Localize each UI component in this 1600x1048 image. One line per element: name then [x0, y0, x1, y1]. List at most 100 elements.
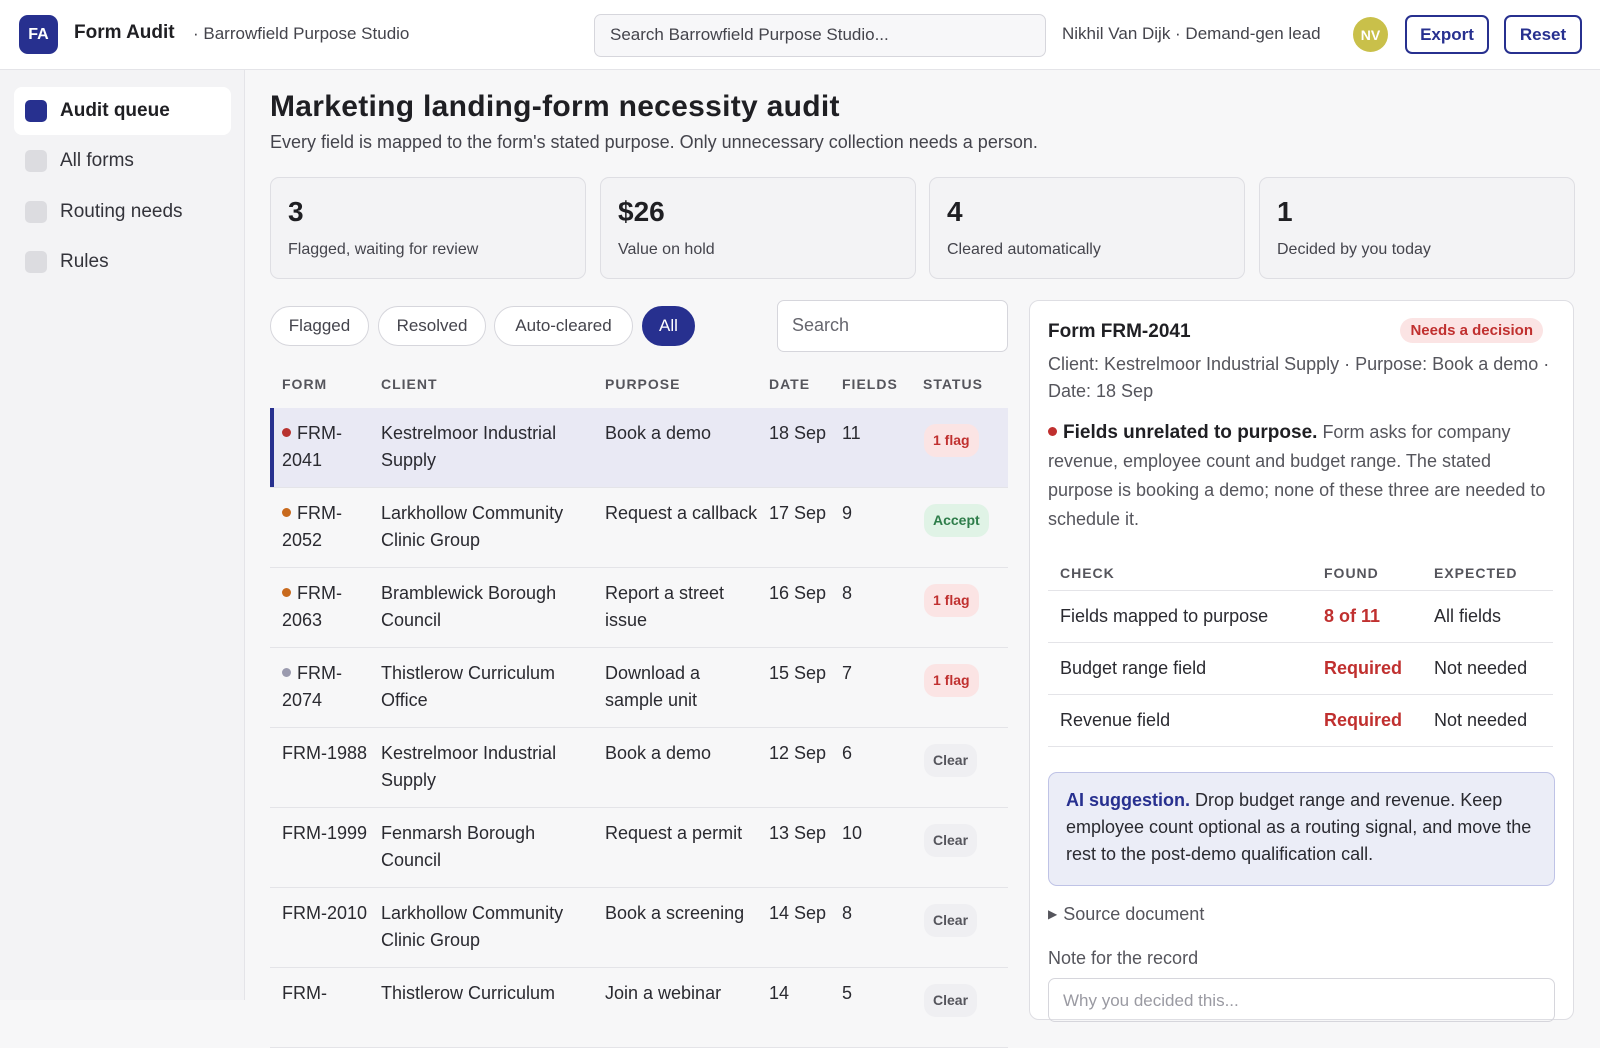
column-header: EXPECTED: [1434, 565, 1518, 581]
table-row[interactable]: FRM-2074 Thistlerow Curriculum Office Down…: [270, 648, 1008, 728]
table-row[interactable]: FRM-2010 Larkhollow Community Clinic Grou…: [270, 888, 1008, 968]
note-input[interactable]: Why you decided this...: [1048, 978, 1555, 1022]
form-id: FRM-2063: [282, 583, 342, 630]
sidebar-item-label: Routing needs: [60, 201, 183, 222]
form-id: FRM-2052: [282, 503, 342, 550]
cell-date: 14 Sep: [769, 903, 827, 923]
cell-status: Accept: [924, 504, 989, 537]
note-label: Note for the record: [1048, 948, 1199, 968]
table-row[interactable]: FRM- Thistlerow Curriculum Join a webinar 1…: [270, 968, 1008, 1048]
sidebar-item-routing-needs[interactable]: Routing needs: [14, 188, 231, 236]
form-id: FRM-2041: [282, 423, 342, 470]
cell-form: FRM-1988: [282, 740, 374, 767]
app-title: Form Audit: [74, 22, 175, 43]
column-header[interactable]: DATE: [769, 376, 811, 392]
cell-status: Clear: [924, 904, 978, 937]
triangle-right-icon: ▶: [1048, 907, 1058, 921]
cell-purpose: Request a permit: [605, 823, 743, 843]
check-expected: All fields: [1434, 606, 1502, 626]
table-row[interactable]: FRM-1988 Kestrelmoor Industrial Supply Boo…: [270, 728, 1008, 808]
cell-client: Kestrelmoor Industrial Supply: [381, 423, 557, 470]
check-found: Required: [1324, 658, 1403, 678]
status-badge: Needs a decision: [1400, 318, 1543, 343]
check-name: Fields mapped to purpose: [1060, 606, 1269, 626]
sidebar-item-label: Audit queue: [60, 100, 170, 121]
filter-all[interactable]: All: [642, 306, 695, 346]
form-id: FRM-2074: [282, 663, 342, 710]
finding-text: Form asks for company revenue, employee …: [1048, 422, 1546, 529]
page-subtitle: Every field is mapped to the form's stat…: [270, 132, 1038, 152]
sidebar: Audit queue All forms Routing needs Rule…: [0, 70, 245, 1000]
avatar[interactable]: NV: [1353, 17, 1388, 52]
source-document-toggle[interactable]: ▶ Source document: [1048, 904, 1204, 925]
column-header: CHECK: [1060, 565, 1115, 581]
check-expected: Not needed: [1434, 658, 1528, 678]
cell-form: FRM-2074: [282, 660, 374, 714]
sidebar-item-all-forms[interactable]: All forms: [14, 137, 231, 185]
column-header[interactable]: FORM: [282, 376, 328, 392]
cell-purpose: Join a webinar: [605, 983, 722, 1003]
cell-client: Fenmarsh Borough Council: [381, 823, 536, 870]
cell-fields: 10: [842, 823, 863, 843]
cell-form: FRM-2041: [282, 420, 374, 474]
cell-client: Bramblewick Borough Council: [381, 583, 557, 630]
column-header[interactable]: FIELDS: [842, 376, 898, 392]
sidebar-item-audit-queue[interactable]: Audit queue: [14, 87, 231, 135]
source-document-label: Source document: [1063, 904, 1205, 924]
nav-square-icon: [25, 201, 47, 223]
check-row: Budget range field Required Not needed: [1048, 643, 1553, 695]
filter-flagged[interactable]: Flagged: [270, 306, 369, 346]
table-row[interactable]: FRM-2041 Kestrelmoor Industrial Supply Boo…: [270, 408, 1008, 488]
status-badge: Clear: [924, 904, 978, 937]
stat-label: Cleared automatically: [947, 241, 1101, 258]
cell-client: Kestrelmoor Industrial Supply: [381, 743, 557, 790]
status-badge: 1 flag: [924, 584, 979, 617]
cell-date: 12 Sep: [769, 743, 827, 763]
stat-value: $26: [618, 196, 665, 227]
table-row[interactable]: FRM-2052 Larkhollow Community Clinic Grou…: [270, 488, 1008, 568]
stat-card-decided: 1 Decided by you today: [1259, 177, 1575, 279]
filter-resolved[interactable]: Resolved: [378, 306, 486, 346]
list-search-input[interactable]: Search: [777, 300, 1008, 352]
nav-square-icon: [25, 150, 47, 172]
filter-auto-cleared[interactable]: Auto-cleared: [494, 306, 633, 346]
flag-dot-icon: [1048, 427, 1057, 436]
stat-card-value-on-hold: $26 Value on hold: [600, 177, 916, 279]
page-title: Marketing landing-form necessity audit: [270, 90, 840, 123]
status-badge: Clear: [924, 744, 978, 777]
table-row[interactable]: FRM-2063 Bramblewick Borough Council Repor…: [270, 568, 1008, 648]
cell-purpose: Book a demo: [605, 743, 712, 763]
sidebar-item-rules[interactable]: Rules: [14, 238, 231, 286]
table-row[interactable]: FRM-1999 Fenmarsh Borough Council Request …: [270, 808, 1008, 888]
ai-suggestion-title: AI suggestion.: [1066, 790, 1191, 810]
cell-purpose: Download a sample unit: [605, 663, 701, 710]
export-button[interactable]: Export: [1405, 15, 1489, 54]
cell-status: 1 flag: [924, 584, 979, 617]
column-header[interactable]: CLIENT: [381, 376, 438, 392]
status-dot-icon: [282, 428, 291, 437]
stat-value: 1: [1277, 196, 1293, 227]
form-id: FRM-1999: [282, 823, 368, 843]
cell-fields: 5: [842, 983, 853, 1003]
column-header[interactable]: PURPOSE: [605, 376, 681, 392]
cell-fields: 11: [842, 423, 861, 443]
cell-client: Larkhollow Community Clinic Group: [381, 503, 564, 550]
check-row: Fields mapped to purpose 8 of 11 All fie…: [1048, 591, 1553, 643]
column-header[interactable]: STATUS: [923, 376, 983, 392]
cell-fields: 7: [842, 663, 853, 683]
cell-form: FRM-2010: [282, 900, 374, 927]
cell-purpose: Request a callback: [605, 503, 758, 523]
status-badge: 1 flag: [924, 424, 979, 457]
cell-date: 14: [769, 983, 790, 1003]
sidebar-item-label: All forms: [60, 150, 134, 171]
ai-suggestion-text: Drop budget range and revenue. Keep empl…: [1066, 790, 1532, 864]
check-row: Revenue field Required Not needed: [1048, 695, 1553, 747]
reset-button[interactable]: Reset: [1504, 15, 1582, 54]
global-search-input[interactable]: Search Barrowfield Purpose Studio...: [594, 14, 1046, 57]
cell-purpose: Report a street issue: [605, 583, 725, 630]
app-logo: FA: [19, 15, 58, 54]
check-found: 8 of 11: [1324, 606, 1381, 626]
form-id: FRM-: [282, 983, 327, 1003]
cell-form: FRM-2063: [282, 580, 374, 634]
check-found: Required: [1324, 710, 1403, 730]
